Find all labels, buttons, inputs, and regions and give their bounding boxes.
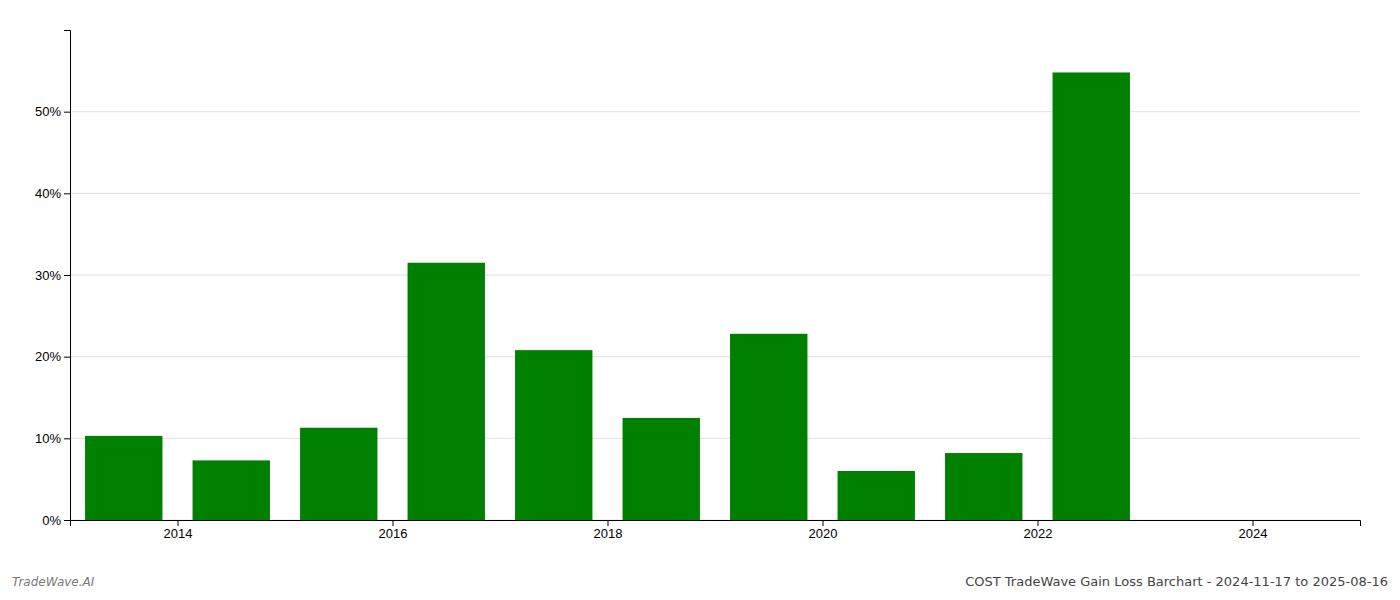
x-tick-mark [178,520,179,526]
bar [515,350,592,520]
bars [85,72,1130,520]
x-tick-label: 2014 [164,526,193,541]
watermark: TradeWave.AI [12,575,95,589]
x-tick-mark [823,520,824,526]
bar [623,418,700,520]
y-axis: 0% 10% 20% 30% 40% 50% [35,31,71,528]
y-tick: 30% [35,268,70,283]
y-tick-label: 10% [35,431,61,446]
y-tick-label: 0% [42,513,61,528]
x-tick: 2022 [1024,520,1053,541]
y-tick-mark [64,438,70,439]
y-tick-mark [64,520,70,521]
y-tick-label: 20% [35,349,61,364]
grid-line [70,438,1360,439]
y-tick-label: 40% [35,186,61,201]
y-tick-mark [64,275,70,276]
chart: 2014 2016 2018 2020 2022 2024 0% 10% 20% 30% 40% 50… [0,0,1400,600]
y-tick: 40% [35,186,70,201]
bar [408,263,485,520]
bar [838,471,915,520]
x-tick-mark [393,520,394,526]
bar [945,453,1022,520]
grid-line [70,356,1360,357]
y-tick: 50% [35,104,70,119]
y-tick: 0% [42,513,70,528]
grid-line [70,111,1360,112]
plot: 2014 2016 2018 2020 2022 2024 0% 10% 20% 30% 40% 50… [35,31,1361,542]
y-tick: 20% [35,349,70,364]
grid-line [70,275,1360,276]
x-tick: 2024 [1239,520,1268,541]
x-axis-line [71,521,1361,527]
x-tick-label: 2016 [379,526,408,541]
grid-line [70,193,1360,194]
bar [193,460,270,520]
bar [730,334,807,520]
x-tick-label: 2020 [809,526,838,541]
y-tick-mark [64,112,70,113]
x-tick: 2016 [379,520,408,541]
bar [300,428,377,520]
x-tick-label: 2024 [1239,526,1268,541]
y-axis-line [64,31,71,521]
x-tick-mark [1038,520,1039,526]
x-tick: 2018 [594,520,623,541]
y-tick-mark [64,193,70,194]
bar [1053,72,1130,520]
y-tick-label: 30% [35,268,61,283]
x-tick-label: 2022 [1024,526,1053,541]
y-tick: 10% [35,431,70,446]
x-tick-label: 2018 [594,526,623,541]
x-tick: 2020 [809,520,838,541]
y-tick-mark [64,357,70,358]
bar [85,436,162,520]
title: COST TradeWave Gain Loss Barchart - 2024… [965,574,1388,589]
y-tick-label: 50% [35,104,61,119]
x-axis: 2014 2016 2018 2020 2022 2024 [71,520,1361,541]
grid [70,112,1360,520]
x-tick-mark [608,520,609,526]
x-tick-mark [1253,520,1254,526]
x-tick: 2014 [164,520,193,541]
